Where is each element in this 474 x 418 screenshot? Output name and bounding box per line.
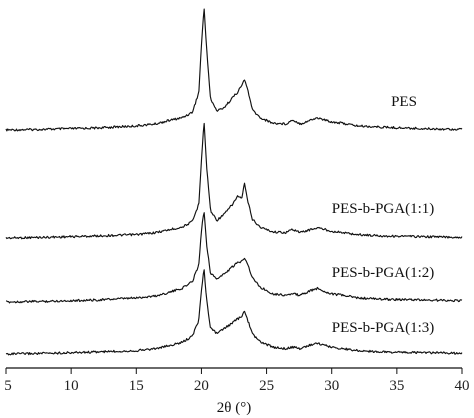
x-tick-label: 5 [4, 378, 12, 394]
series-line [5, 212, 463, 304]
series-labels-group: PES PES-b-PGA(1:1) PES-b-PGA(1:2) PES-b-PGA… [332, 94, 435, 336]
x-tick-label: 20 [194, 378, 209, 394]
series-label: PES-b-PGA(1:2) [332, 265, 435, 281]
series-line [5, 122, 463, 240]
x-tick-label: 30 [324, 378, 339, 394]
x-tick-label: 40 [455, 378, 470, 394]
series-line [5, 269, 463, 356]
series-label: PES-b-PGA(1:3) [332, 320, 435, 336]
series-label: PES [391, 94, 417, 110]
x-tick-label: 15 [129, 378, 144, 394]
x-axis-title: 2θ (°) [217, 400, 251, 416]
x-tick-label: 10 [64, 378, 79, 394]
x-ticks-group: 5 10 15 20 25 30 35 40 [4, 368, 470, 394]
x-tick-label: 25 [259, 378, 274, 394]
series-label: PES-b-PGA(1:1) [332, 201, 435, 217]
x-tick-label: 35 [389, 378, 404, 394]
curves-group [5, 8, 463, 356]
series-line [5, 8, 463, 132]
